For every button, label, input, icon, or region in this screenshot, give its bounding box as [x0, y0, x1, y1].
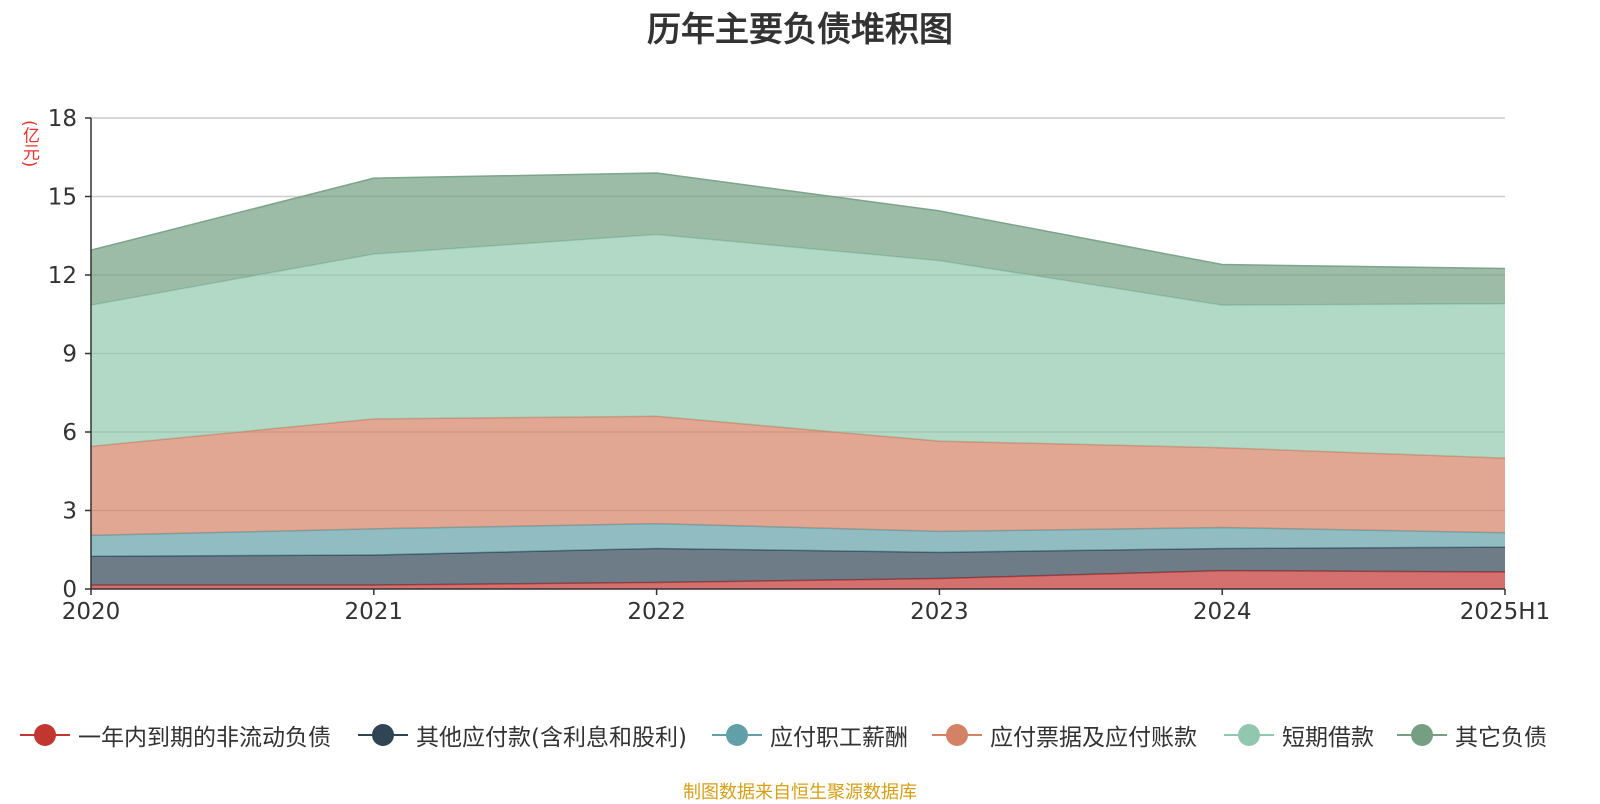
legend-item[interactable]: 其他应付款(含利息和股利)	[358, 717, 687, 753]
legend-label: 应付票据及应付账款	[990, 725, 1197, 751]
legend-label: 短期借款	[1282, 725, 1374, 751]
legend-label: 其它负债	[1455, 725, 1547, 751]
x-tick-label: 2023	[910, 599, 969, 625]
x-tick-label: 2020	[62, 599, 121, 625]
legend-item[interactable]: 其它负债	[1397, 717, 1547, 753]
legend-swatch	[1397, 717, 1447, 753]
area-series-5	[91, 234, 1505, 459]
y-tick-label: 18	[48, 106, 77, 132]
legend-swatch	[358, 717, 408, 753]
y-tick-label: 3	[62, 499, 77, 525]
y-axis-unit-label: (亿元)	[19, 120, 39, 168]
y-tick-label: 15	[48, 185, 77, 211]
legend-label: 一年内到期的非流动负债	[78, 725, 331, 751]
legend-item[interactable]: 应付职工薪酬	[712, 717, 908, 753]
legend-swatch	[20, 717, 70, 753]
axes: 0 3 6 9 12 15 18 2020 2021 2022 2023 2024 2025H1	[48, 106, 1551, 625]
legend-swatch-dot	[726, 724, 748, 746]
legend-item[interactable]: 一年内到期的非流动负债	[20, 717, 331, 753]
x-tick-label: 2021	[345, 599, 404, 625]
area-series-2	[91, 547, 1505, 586]
x-tick-label: 2024	[1193, 599, 1252, 625]
legend: 一年内到期的非流动负债 其他应付款(含利息和股利) 应付职工薪酬 应付票据及应付账款 短…	[0, 717, 1600, 753]
legend-swatch-dot	[946, 724, 968, 746]
legend-swatch-dot	[1411, 724, 1433, 746]
series-line-6	[90, 172, 1506, 270]
legend-swatch-dot	[1238, 724, 1260, 746]
legend-swatch-dot	[372, 724, 394, 746]
area-series-group	[90, 172, 1506, 589]
y-tick-label: 12	[48, 263, 77, 289]
legend-item[interactable]: 应付票据及应付账款	[932, 717, 1197, 753]
area-series-4	[91, 416, 1505, 536]
chart-title: 历年主要负债堆积图	[647, 10, 953, 50]
y-tick-label: 0	[62, 577, 77, 603]
legend-item[interactable]: 短期借款	[1224, 717, 1374, 753]
legend-swatch-dot	[34, 724, 56, 746]
legend-label: 应付职工薪酬	[770, 725, 908, 751]
x-tick-label: 2022	[627, 599, 686, 625]
legend-label: 其他应付款(含利息和股利)	[416, 725, 687, 751]
x-tick-label: 2025H1	[1460, 599, 1550, 625]
area-series-6	[91, 172, 1505, 306]
legend-swatch	[1224, 717, 1274, 753]
source-note: 制图数据来自恒生聚源数据库	[683, 782, 917, 803]
legend-swatch	[712, 717, 762, 753]
legend-swatch	[932, 717, 982, 753]
y-tick-label: 6	[62, 420, 77, 446]
y-tick-label: 9	[62, 342, 77, 368]
area-series-3	[91, 523, 1505, 557]
